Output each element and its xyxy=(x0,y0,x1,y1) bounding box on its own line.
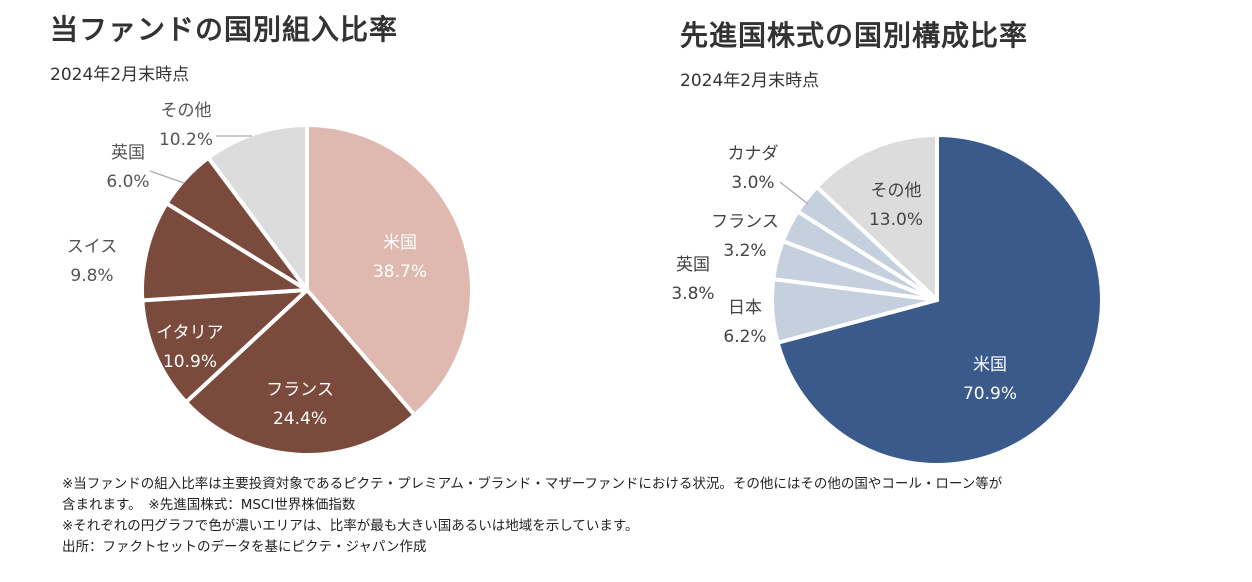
right-chart-subtitle: 2024年2月末時点 xyxy=(680,71,820,91)
slice-label: スイス xyxy=(67,237,118,257)
footnote-line: 含まれます。 ※先進国株式：MSCI世界株価指数 xyxy=(62,497,356,513)
pie-slice xyxy=(305,123,474,418)
slice-value-label: 10.2% xyxy=(159,130,213,150)
slice-value-label: 10.9% xyxy=(163,352,217,372)
pie-slice xyxy=(206,123,309,292)
left-chart-title: 当ファンドの国別組入比率 xyxy=(50,13,399,46)
slice-value-label: 24.4% xyxy=(273,409,327,429)
slice-label: フランス xyxy=(266,380,334,400)
slice-label: 米国 xyxy=(383,233,417,253)
footnotes: ※当ファンドの組入比率は主要投資対象であるピクテ・プレミアム・ブランド・マザーフ… xyxy=(62,474,1212,558)
footnote-line: ※それぞれの円グラフで色が濃いエリアは、比率が最も大きい国あるいは地域を示してい… xyxy=(62,518,639,534)
pie-slice xyxy=(140,288,309,405)
footnote-line: 出所：ファクトセットのデータを基にピクテ・ジャパン作成 xyxy=(62,539,427,555)
footnote-line: ※当ファンドの組入比率は主要投資対象であるピクテ・プレミアム・ブランド・マザーフ… xyxy=(62,476,1003,492)
left-chart-subtitle: 2024年2月末時点 xyxy=(50,65,190,85)
leader-line xyxy=(149,170,185,184)
slice-value-label: 6.0% xyxy=(106,172,149,192)
slice-label: イタリア xyxy=(156,323,223,343)
slice-value-label: 9.8% xyxy=(70,266,113,286)
slice-value-label: 38.7% xyxy=(373,262,427,282)
slice-label: その他 xyxy=(161,101,212,121)
pie-slice xyxy=(140,201,309,303)
pie-slice xyxy=(184,288,417,457)
right-chart-title: 先進国株式の国別構成比率 xyxy=(680,19,1029,52)
slice-label: 英国 xyxy=(111,143,145,163)
